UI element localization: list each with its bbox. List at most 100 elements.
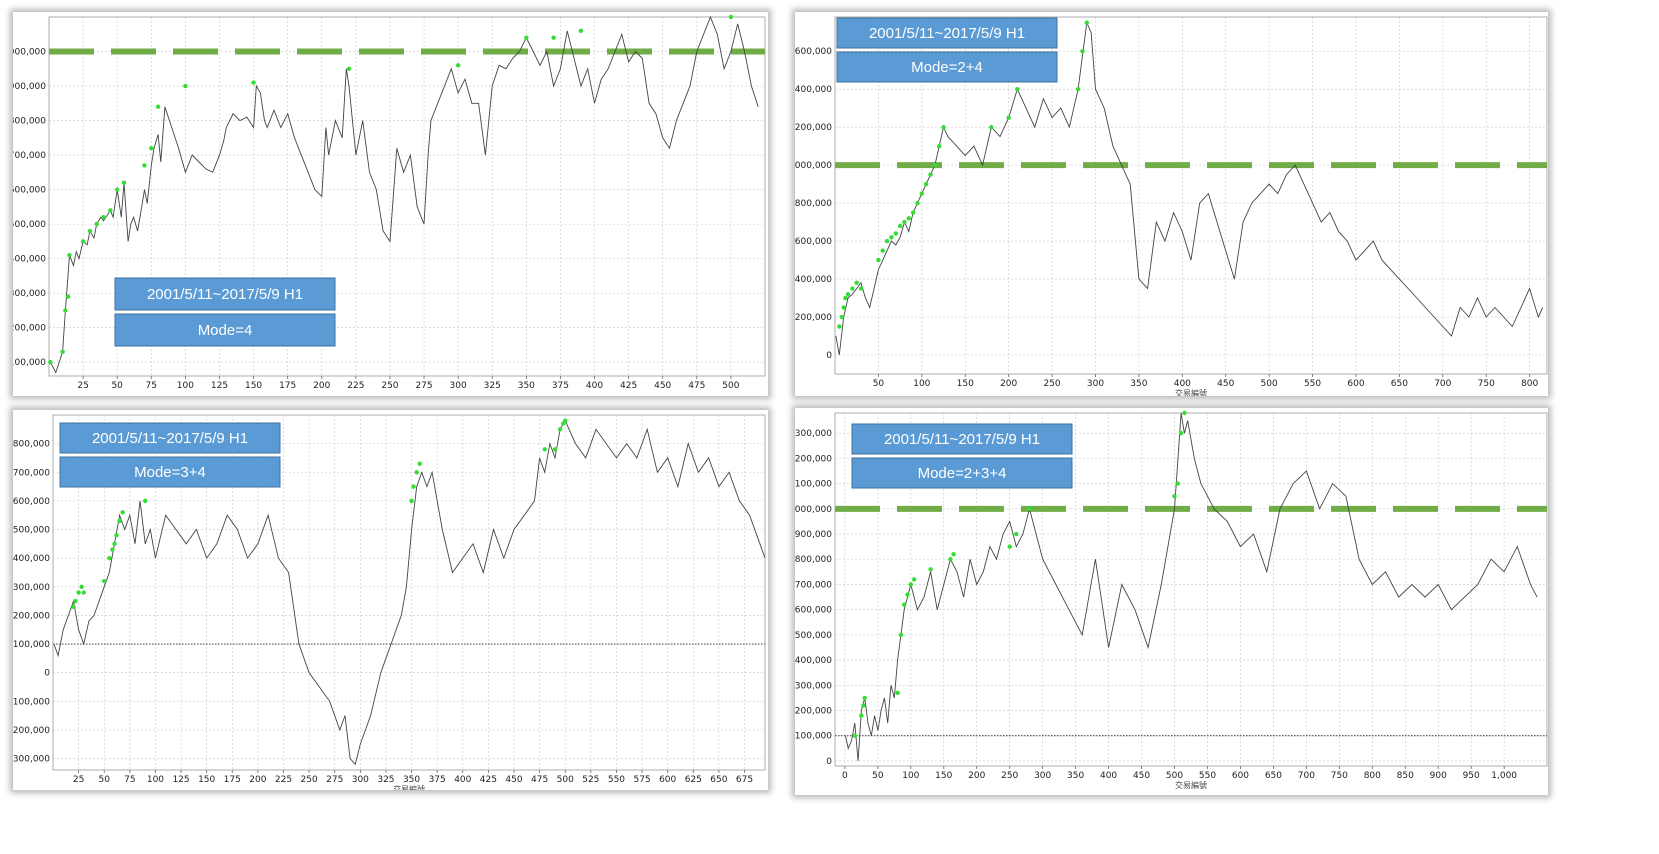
new-high-marker [861, 703, 866, 708]
mode-box [59, 456, 281, 488]
y-tick-label: 200,000 [795, 707, 832, 717]
y-tick-label: 1,000,000 [795, 161, 832, 171]
new-high-marker [578, 28, 584, 34]
y-tick-label: 300,000 [795, 681, 832, 691]
x-tick-label: 75 [124, 775, 135, 785]
new-high-marker [94, 221, 99, 227]
x-tick-label: 350 [518, 381, 535, 391]
x-tick-label: 175 [224, 775, 241, 785]
x-tick-label: 0 [842, 771, 848, 781]
y-tick-label: 400,000 [13, 554, 50, 564]
date-range-label: 2001/5/11~2017/5/9 H1 [869, 25, 1025, 42]
x-tick-label: 275 [415, 381, 432, 391]
y-tick-label: 100,000 [13, 358, 46, 368]
new-high-marker [897, 223, 903, 229]
y-tick-label: 900,000 [13, 82, 46, 92]
new-high-marker [551, 35, 556, 40]
x-tick-label: 200 [249, 775, 266, 785]
mode-label: Mode=2+4 [911, 59, 983, 76]
x-tick-label: 250 [381, 381, 398, 391]
new-high-marker [1014, 531, 1019, 537]
chart-panel-mode-2-3-4: 0 50 100 150 200 250 300 350 400 450 500 550 600 650 7… [795, 408, 1548, 795]
new-high-marker [117, 518, 122, 524]
x-tick-label: 225 [275, 775, 292, 785]
mode-label: Mode=3+4 [134, 464, 206, 481]
x-tick-label: 475 [531, 775, 548, 785]
new-high-marker [121, 180, 127, 185]
new-high-marker [850, 286, 855, 291]
new-high-marker [563, 418, 568, 423]
x-tick-label: 800 [1521, 379, 1538, 389]
x-tick-label: 400 [454, 775, 471, 785]
y-tick-label: 800,000 [795, 555, 832, 565]
x-tick-label: 625 [685, 775, 702, 785]
x-tick-label: 900 [1430, 771, 1447, 781]
x-tick-label: 650 [1265, 771, 1282, 781]
new-high-marker [928, 172, 933, 177]
new-high-marker [852, 733, 857, 738]
new-high-marker [859, 713, 864, 718]
y-tick-label: 800,000 [13, 440, 50, 450]
x-tick-label: 225 [347, 381, 364, 391]
chart-panel-mode-3-4: 25 50 75 100 125 150 175 200 225 250 275 300 325 350 3… [13, 410, 768, 790]
x-tick-label: 200 [1000, 379, 1017, 389]
y-tick-label: 300,000 [13, 583, 50, 593]
y-tick-label: 0 [826, 351, 832, 361]
new-high-marker [908, 582, 914, 587]
new-high-marker [839, 314, 845, 320]
y-tick-label: 800,000 [795, 199, 832, 209]
x-tick-label: 500 [1166, 771, 1183, 781]
new-high-marker [411, 484, 416, 489]
mode-label: Mode=4 [198, 322, 253, 339]
y-tick-label: 600,000 [13, 186, 46, 196]
y-tick-label: 600,000 [795, 237, 832, 247]
x-axis-label: 交易編號 [393, 784, 425, 790]
new-high-marker [876, 257, 881, 263]
x-tick-label: 800 [1364, 771, 1381, 781]
y-tick-label: 1,300,000 [795, 429, 832, 439]
x-tick-label: 100 [913, 379, 930, 389]
new-high-marker [902, 602, 907, 607]
x-tick-label: 700 [1434, 379, 1451, 389]
new-high-marker [841, 305, 846, 310]
y-tick-label: 900,000 [795, 530, 832, 540]
x-tick-label: 175 [279, 381, 296, 391]
chart-mode-3-4: 25 50 75 100 125 150 175 200 225 250 275 300 325 350 3… [13, 414, 766, 790]
new-high-marker [87, 228, 93, 234]
new-high-marker [1027, 506, 1032, 512]
new-high-marker [932, 162, 938, 168]
x-tick-label: 50 [98, 775, 110, 785]
new-high-marker [79, 584, 84, 589]
x-tick-label: 550 [1304, 379, 1321, 389]
equity-series-line [53, 419, 766, 766]
x-tick-label: 400 [586, 381, 603, 391]
new-high-marker [1007, 544, 1012, 549]
x-tick-label: 300 [450, 381, 467, 391]
x-tick-label: 750 [1331, 771, 1348, 781]
equity-series-line [845, 412, 1538, 762]
new-high-marker [1084, 20, 1090, 25]
date-range-label: 2001/5/11~2017/5/9 H1 [884, 431, 1040, 448]
x-tick-label: 150 [245, 381, 262, 391]
y-tick-label: 700,000 [795, 580, 832, 590]
x-tick-label: 125 [211, 381, 228, 391]
date-range-box [851, 423, 1073, 455]
x-tick-label: 100 [177, 381, 194, 391]
new-high-marker [893, 231, 898, 236]
x-tick-label: 300 [1034, 771, 1051, 781]
x-tick-label: 50 [873, 379, 885, 389]
new-high-marker [928, 567, 933, 572]
x-tick-label: 675 [736, 775, 753, 785]
equity-series-line [50, 15, 759, 374]
mode-box [851, 457, 1073, 489]
new-high-marker [889, 235, 894, 240]
new-high-marker [1182, 410, 1187, 416]
x-tick-label: 375 [429, 775, 446, 785]
y-tick-label: 0 [826, 757, 832, 767]
new-high-marker [902, 219, 907, 225]
y-tick-label: 100,000 [795, 732, 832, 742]
chart-mode-4: 25 50 75 100 125 150 175 200 225 250 275 300 325 350 3… [13, 14, 766, 391]
y-tick-label: 500,000 [13, 526, 50, 536]
y-tick-label: 300,000 [13, 289, 46, 299]
new-high-marker [101, 215, 106, 220]
